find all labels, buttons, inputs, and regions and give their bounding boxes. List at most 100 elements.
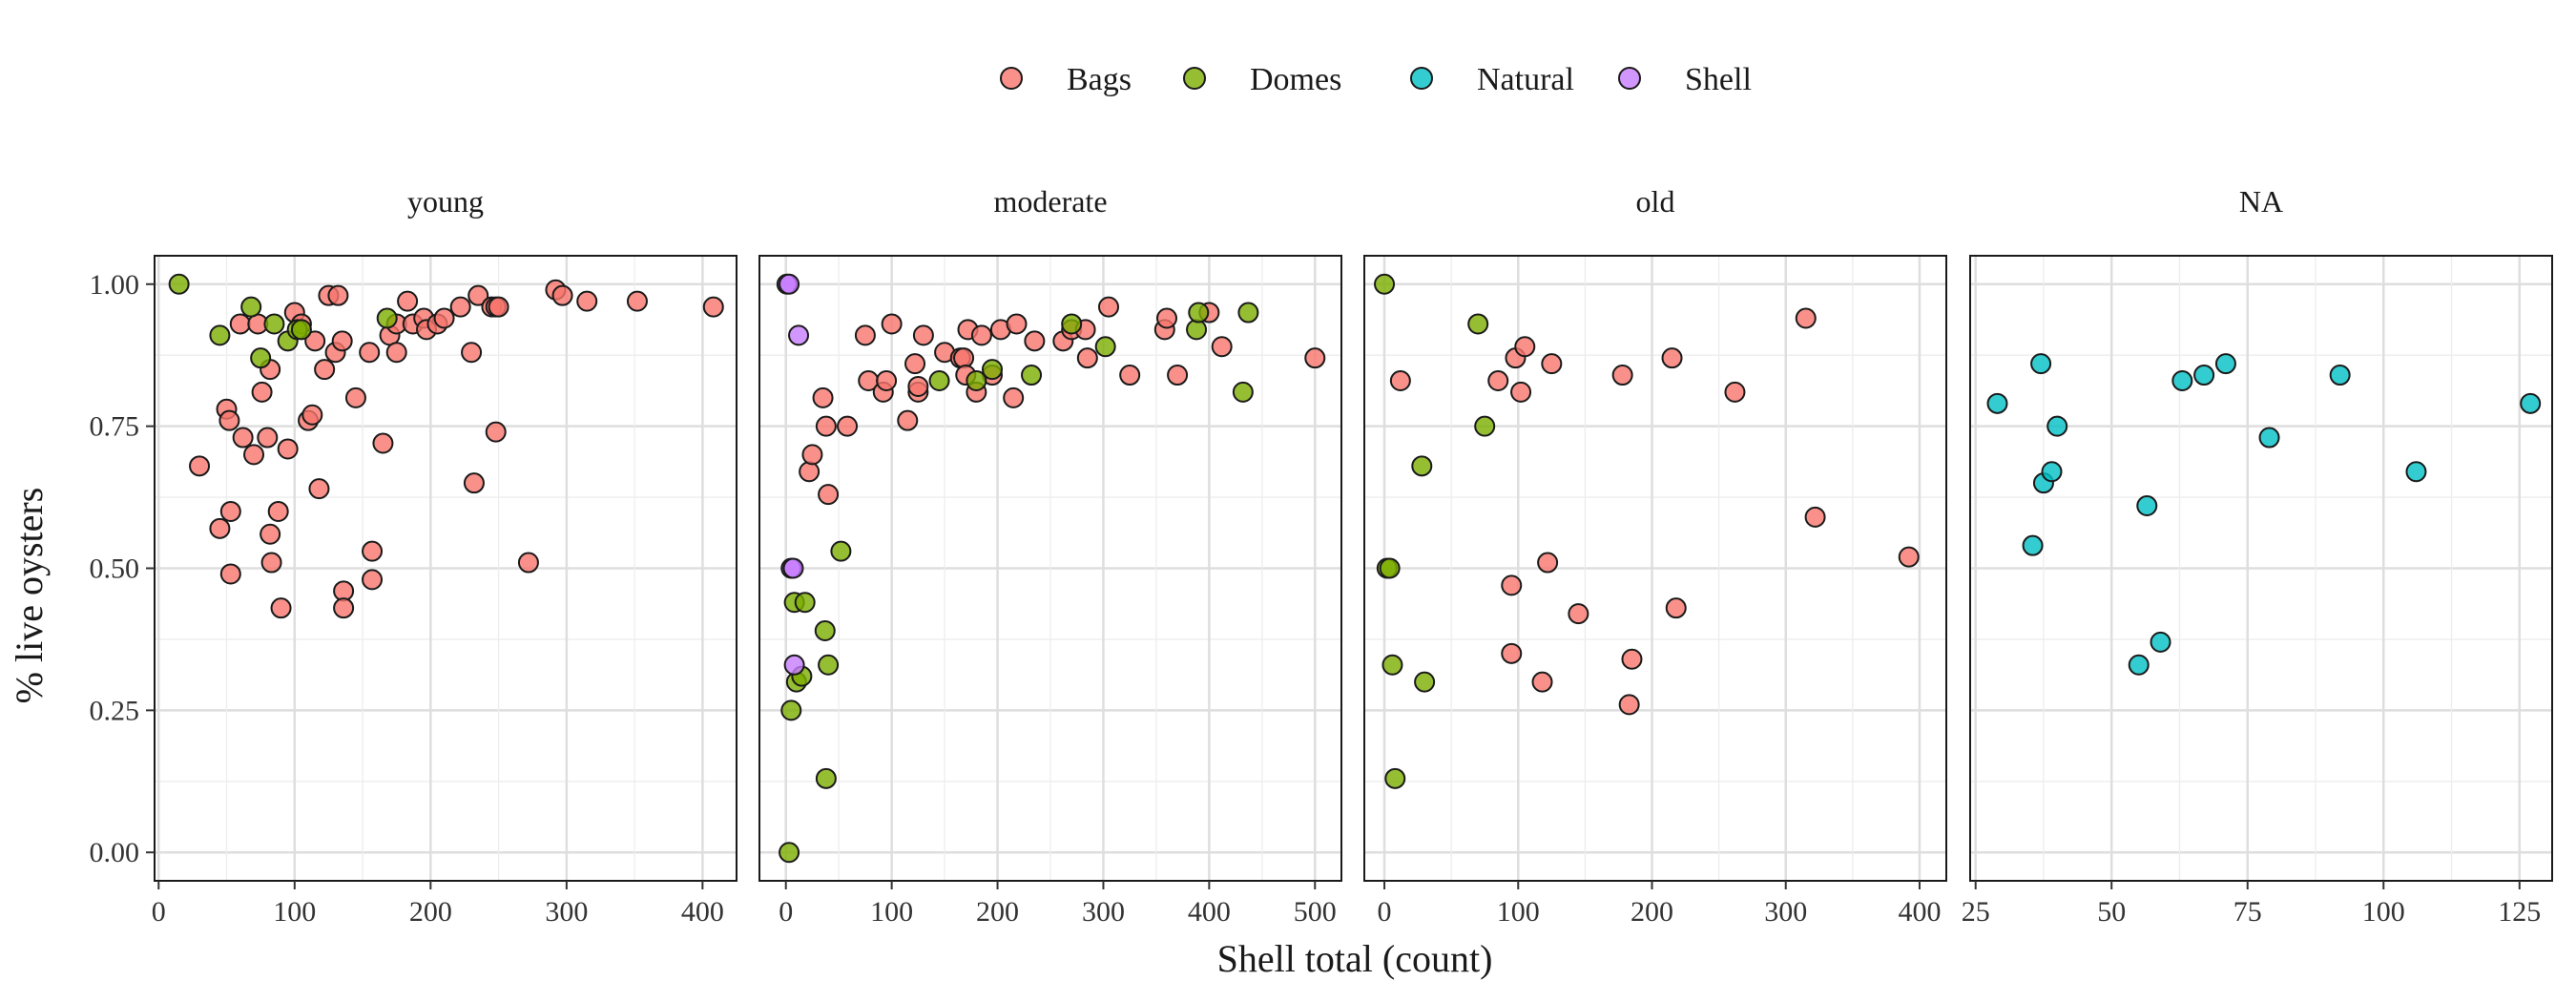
- legend-key-natural: [1410, 67, 1433, 90]
- x-tick-label: 300: [545, 896, 588, 928]
- point-bags: [344, 386, 366, 408]
- point-natural: [2128, 654, 2150, 676]
- point-bags: [461, 342, 483, 364]
- facet-panel-moderate: moderate 0 100 200 300 400 500: [758, 184, 1342, 928]
- x-tick-label: 100: [273, 896, 316, 928]
- point-shell: [788, 324, 810, 346]
- point-bags: [551, 284, 573, 306]
- legend-key-bags: [1000, 67, 1023, 90]
- x-axis: 25 50 75 100 125: [1962, 881, 2541, 928]
- x-tick-label: 400: [1898, 896, 1941, 928]
- point-bags: [314, 359, 336, 381]
- point-domes: [1384, 767, 1406, 789]
- x-tick-label: 200: [976, 896, 1019, 928]
- point-bags: [1211, 336, 1233, 358]
- x-tick-label: 25: [1962, 896, 1990, 928]
- point-bags: [463, 472, 485, 494]
- x-tick-label: 0: [152, 896, 166, 928]
- point-domes: [250, 347, 272, 369]
- legend-label-natural: Natural: [1477, 62, 1574, 97]
- point-bags: [449, 296, 471, 318]
- x-tick-label: 400: [1188, 896, 1231, 928]
- facet-panel-na: NA 25 50 75 100 125: [1962, 184, 2553, 928]
- point-bags: [970, 324, 992, 346]
- point-bags: [1156, 307, 1177, 329]
- y-axis-title: % live oysters: [8, 488, 51, 704]
- x-tick-label: 500: [1294, 896, 1337, 928]
- point-domes: [1381, 654, 1403, 676]
- point-bags: [209, 517, 231, 539]
- point-bags: [1514, 336, 1536, 358]
- point-bags: [1898, 546, 1920, 568]
- point-natural: [2171, 370, 2193, 391]
- point-bags: [854, 324, 876, 346]
- point-natural: [2030, 353, 2052, 375]
- point-domes: [982, 359, 1003, 381]
- point-bags: [702, 296, 724, 318]
- y-tick-label: 0.75: [90, 411, 140, 443]
- point-natural: [2136, 495, 2158, 516]
- point-bags: [1804, 506, 1826, 528]
- point-bags: [488, 296, 509, 318]
- point-bags: [467, 284, 489, 306]
- legend: Bags Domes Natural Shell: [1000, 62, 1752, 97]
- point-bags: [260, 523, 281, 545]
- point-domes: [1188, 302, 1210, 324]
- point-bags: [1568, 603, 1589, 625]
- point-natural: [2022, 534, 2044, 556]
- point-bags: [1024, 330, 1046, 352]
- legend-item-bags: Bags: [1000, 62, 1132, 97]
- point-domes: [1237, 302, 1259, 324]
- point-domes: [1414, 671, 1436, 693]
- point-bags: [1167, 365, 1189, 386]
- point-bags: [576, 290, 598, 312]
- point-bags: [260, 552, 282, 574]
- point-bags: [1076, 347, 1098, 369]
- point-bags: [219, 563, 241, 585]
- y-axis: 0.00 0.25 0.50 0.75 1.00: [90, 269, 155, 868]
- panel-border: [1969, 255, 2553, 882]
- facet-strip-label: young: [407, 184, 484, 219]
- point-bags: [372, 432, 394, 454]
- point-bags: [229, 313, 251, 335]
- point-bags: [912, 324, 934, 346]
- y-tick-label: 0.25: [90, 695, 140, 726]
- point-bags: [953, 347, 975, 369]
- point-bags: [801, 444, 823, 466]
- legend-label-shell: Shell: [1685, 62, 1752, 97]
- point-bags: [243, 444, 265, 466]
- points: [776, 273, 1326, 864]
- point-bags: [362, 540, 384, 562]
- point-domes: [376, 307, 398, 329]
- point-bags: [815, 415, 837, 437]
- point-shell: [779, 273, 800, 295]
- x-axis: 0 100 200 300 400: [152, 881, 724, 928]
- point-bags: [904, 353, 926, 375]
- point-bags: [304, 330, 326, 352]
- point-natural: [2150, 631, 2171, 653]
- point-bags: [333, 597, 355, 619]
- point-bags: [799, 461, 821, 483]
- facet-panel-young: young 0 100 200 300 400: [152, 184, 737, 928]
- facet-panels: young 0 100 200 300 400 moderate 0 100 200 300 400 5…: [152, 184, 2553, 928]
- legend-key-shell: [1618, 67, 1641, 90]
- point-domes: [1467, 313, 1489, 335]
- points: [168, 273, 724, 619]
- point-bags: [907, 375, 929, 397]
- facet-strip-label: NA: [2239, 184, 2283, 219]
- grid: [759, 256, 1341, 881]
- legend-label-domes: Domes: [1250, 62, 1341, 97]
- point-bags: [837, 415, 859, 437]
- point-domes: [780, 699, 802, 721]
- point-natural: [2041, 461, 2063, 483]
- point-natural: [1986, 392, 2008, 414]
- point-bags: [1487, 370, 1509, 391]
- point-domes: [1186, 319, 1208, 341]
- point-bags: [1003, 386, 1025, 408]
- point-bags: [218, 409, 240, 431]
- point-bags: [818, 484, 840, 506]
- x-tick-label: 0: [1378, 896, 1392, 928]
- x-axis: 0 100 200 300 400: [1378, 881, 1941, 928]
- point-bags: [1541, 353, 1563, 375]
